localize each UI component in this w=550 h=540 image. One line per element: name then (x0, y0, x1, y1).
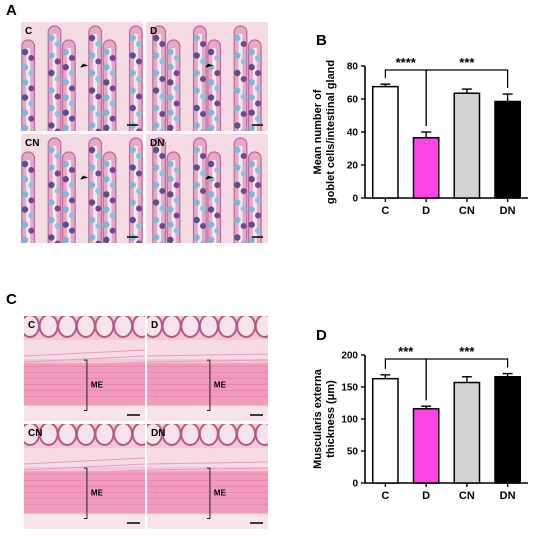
micrograph-goblet-c: C (21, 22, 143, 131)
svg-text:C: C (25, 26, 32, 37)
goblet-bar-dn (495, 101, 520, 198)
muscularis-category-label-c: C (381, 490, 389, 502)
goblet-y-tick-label: 80 (347, 62, 359, 73)
goblet-significance-label: *** (459, 55, 475, 70)
panel-letter-a: A (6, 2, 17, 19)
muscularis-category-label-dn: DN (500, 490, 516, 502)
muscularis-category-label-d: D (422, 490, 430, 502)
goblet-category-label-d: D (422, 205, 430, 217)
chart-goblet-cells: Mean number ofgoblet cells/intestinal gl… (300, 30, 540, 260)
micrograph-goblet-dn: DN (146, 134, 268, 243)
goblet-y-tick-label: 60 (347, 95, 359, 106)
svg-text:ME: ME (214, 488, 227, 497)
muscularis-y-axis-label: Muscularis externathickness (μm) (312, 368, 337, 469)
goblet-bar-cn (454, 93, 479, 198)
svg-text:DN: DN (151, 428, 165, 439)
muscularis-bar-cn (454, 383, 479, 483)
svg-text:D: D (151, 320, 158, 331)
micrograph-muscularis-cn: ME CN (24, 424, 145, 529)
goblet-bar-c (373, 87, 398, 198)
muscularis-significance-label: *** (398, 344, 414, 359)
svg-text:ME: ME (214, 380, 227, 389)
micrograph-goblet-d: D (146, 22, 268, 131)
svg-text:C: C (28, 320, 35, 331)
goblet-category-label-c: C (381, 205, 389, 217)
muscularis-bar-dn (495, 377, 520, 483)
muscularis-y-tick-label: 0 (352, 479, 358, 490)
muscularis-category-label-cn: CN (459, 490, 475, 502)
svg-text:ME: ME (91, 380, 104, 389)
goblet-bar-d (413, 138, 438, 198)
muscularis-significance-label: *** (459, 344, 475, 359)
goblet-significance-label: **** (396, 55, 417, 70)
micrograph-muscularis-dn: ME DN (147, 424, 268, 529)
muscularis-bar-c (373, 379, 398, 483)
svg-text:CN: CN (28, 428, 42, 439)
panel-letter-c: C (6, 291, 17, 308)
muscularis-bar-d (413, 409, 438, 483)
chart-muscularis-thickness: Muscularis externathickness (μm) 0 50 100 15… (300, 325, 540, 540)
muscularis-y-tick-label: 100 (341, 415, 358, 426)
micrograph-goblet-cn: CN (21, 134, 143, 243)
svg-text:D: D (150, 26, 157, 37)
svg-text:CN: CN (25, 138, 39, 149)
svg-text:ME: ME (91, 488, 104, 497)
goblet-category-label-cn: CN (459, 205, 475, 217)
micrograph-muscularis-d: ME D (147, 316, 268, 421)
muscularis-y-tick-label: 200 (341, 351, 358, 362)
goblet-y-tick-label: 40 (347, 128, 359, 139)
svg-text:DN: DN (150, 138, 164, 149)
muscularis-y-tick-label: 150 (341, 383, 358, 394)
goblet-y-axis-label: Mean number ofgoblet cells/intestinal gl… (312, 60, 337, 204)
micrograph-muscularis-c: ME C (24, 316, 145, 421)
muscularis-y-tick-label: 50 (347, 447, 359, 458)
goblet-y-tick-label: 20 (347, 161, 359, 172)
goblet-y-tick-label: 0 (352, 194, 358, 205)
goblet-category-label-dn: DN (500, 205, 516, 217)
